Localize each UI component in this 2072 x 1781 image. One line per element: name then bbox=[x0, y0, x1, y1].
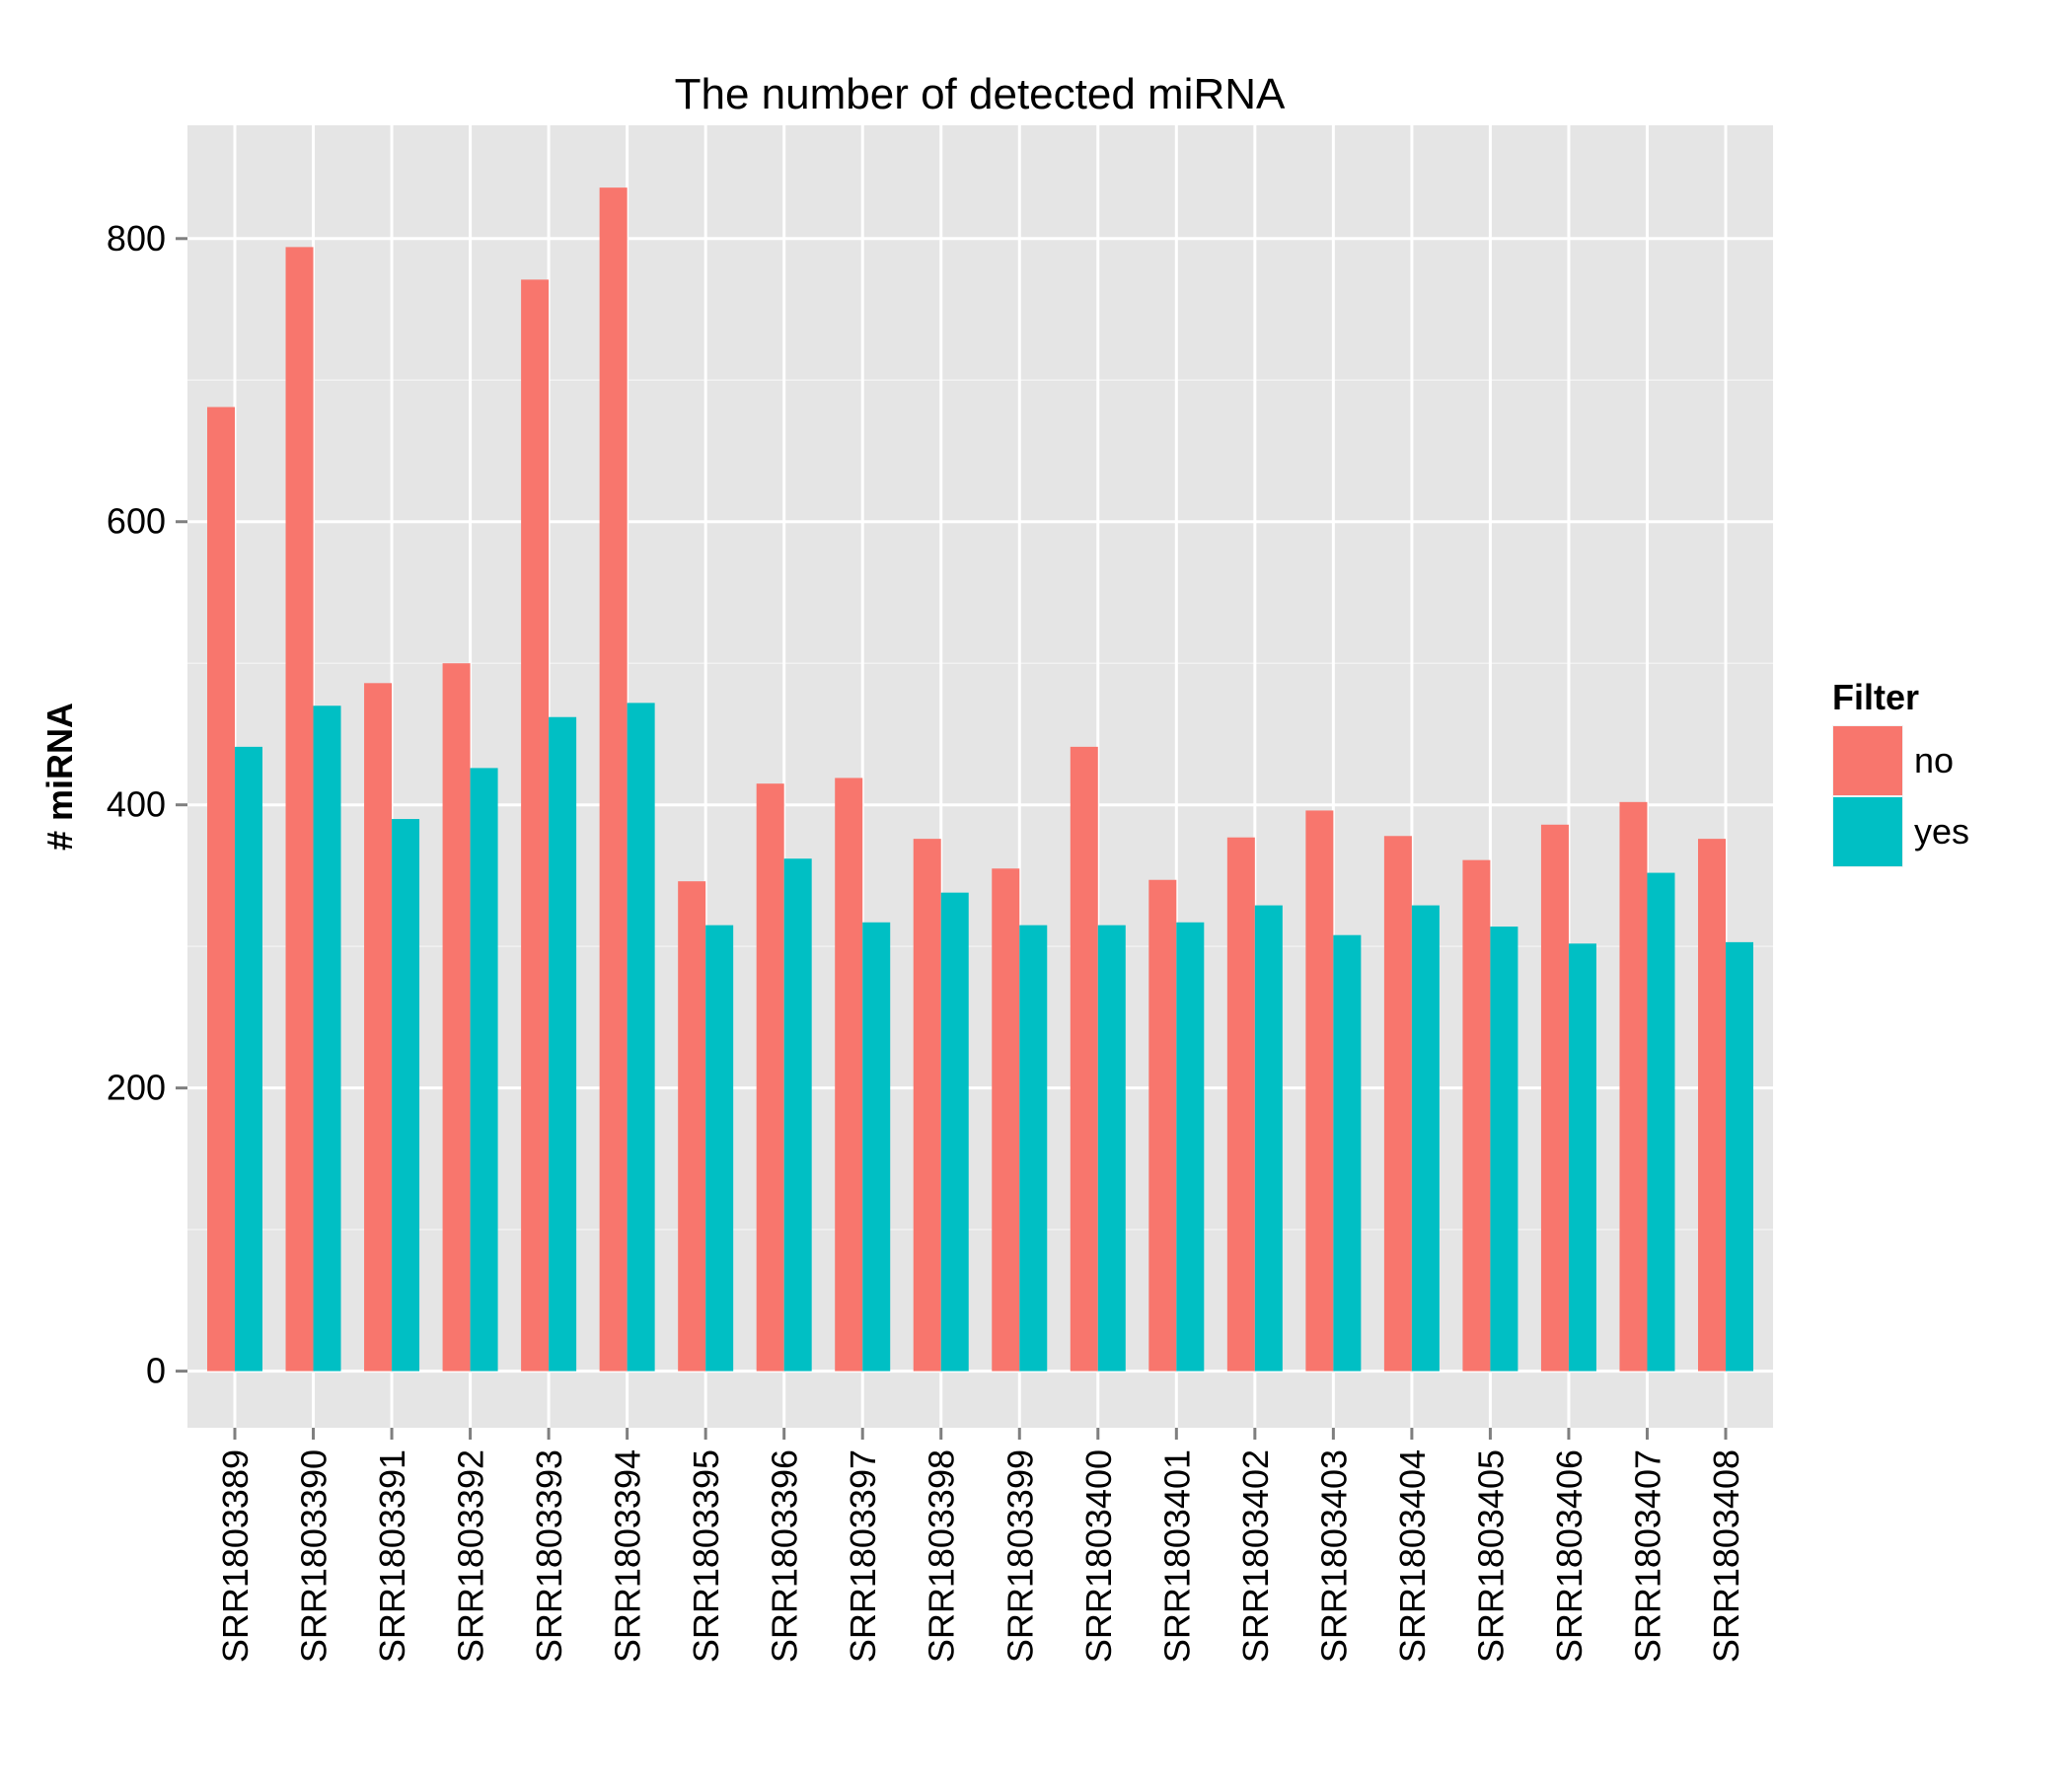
bar-no-SRR1803393 bbox=[521, 279, 550, 1372]
bar-no-SRR1803407 bbox=[1619, 801, 1648, 1372]
bar-yes-SRR1803400 bbox=[1097, 925, 1126, 1372]
bar-no-SRR1803396 bbox=[756, 783, 784, 1372]
x-tick-label: SRR1803400 bbox=[1078, 1449, 1119, 1663]
x-tick-label: SRR1803399 bbox=[999, 1449, 1040, 1663]
x-tick-label: SRR1803396 bbox=[765, 1449, 805, 1663]
chart-title: The number of detected miRNA bbox=[675, 70, 1286, 118]
x-tick-label: SRR1803394 bbox=[608, 1449, 648, 1663]
bar-yes-SRR1803390 bbox=[313, 705, 341, 1372]
bar-no-SRR1803391 bbox=[364, 683, 393, 1372]
bar-no-SRR1803399 bbox=[992, 868, 1020, 1372]
bar-no-SRR1803402 bbox=[1226, 837, 1255, 1372]
x-tick-label: SRR1803395 bbox=[686, 1449, 726, 1663]
bar-no-SRR1803397 bbox=[835, 778, 863, 1372]
x-tick-label: SRR1803406 bbox=[1549, 1449, 1590, 1663]
bar-yes-SRR1803398 bbox=[940, 892, 969, 1372]
legend: Filter no yes bbox=[1832, 677, 1969, 867]
x-tick-label: SRR1803408 bbox=[1706, 1449, 1746, 1663]
plot-panel bbox=[187, 125, 1773, 1428]
bar-yes-SRR1803408 bbox=[1726, 941, 1753, 1372]
bar-yes-SRR1803402 bbox=[1254, 905, 1283, 1372]
x-tick-label: SRR1803403 bbox=[1313, 1449, 1354, 1663]
x-tick-label: SRR1803405 bbox=[1470, 1449, 1511, 1663]
y-tick-label: 0 bbox=[146, 1351, 166, 1391]
bar-yes-SRR1803406 bbox=[1568, 943, 1596, 1372]
legend-label-no: no bbox=[1914, 740, 1954, 780]
bar-no-SRR1803401 bbox=[1148, 879, 1177, 1372]
bar-no-SRR1803392 bbox=[442, 663, 471, 1372]
y-tick-label: 800 bbox=[107, 218, 166, 259]
x-tick-label: SRR1803407 bbox=[1627, 1449, 1667, 1663]
bar-no-SRR1803395 bbox=[678, 881, 706, 1372]
x-tick-label: SRR1803404 bbox=[1392, 1449, 1433, 1663]
y-axis-title: # miRNA bbox=[39, 703, 80, 851]
bar-yes-SRR1803396 bbox=[783, 858, 812, 1372]
bar-yes-SRR1803394 bbox=[627, 703, 655, 1372]
x-tick-label: SRR1803401 bbox=[1156, 1449, 1197, 1663]
x-tick-label: SRR1803392 bbox=[451, 1449, 491, 1663]
bar-yes-SRR1803393 bbox=[549, 716, 577, 1372]
bar-yes-SRR1803404 bbox=[1411, 905, 1440, 1372]
x-tick-label: SRR1803389 bbox=[215, 1449, 256, 1663]
bar-yes-SRR1803401 bbox=[1176, 922, 1205, 1372]
bar-no-SRR1803389 bbox=[207, 407, 235, 1372]
x-axis: SRR1803389 SRR1803390 SRR1803391 SRR1803392… bbox=[215, 1428, 1746, 1663]
bar-yes-SRR1803392 bbox=[470, 768, 498, 1372]
bar-yes-SRR1803395 bbox=[705, 925, 734, 1372]
x-tick-label: SRR1803397 bbox=[843, 1449, 883, 1663]
bar-yes-SRR1803407 bbox=[1647, 872, 1675, 1372]
y-tick-label: 400 bbox=[107, 784, 166, 825]
bar-no-SRR1803394 bbox=[599, 187, 628, 1372]
y-tick-label: 200 bbox=[107, 1068, 166, 1108]
legend-swatch-no bbox=[1833, 726, 1902, 795]
bar-yes-SRR1803391 bbox=[392, 819, 420, 1372]
bar-no-SRR1803390 bbox=[285, 247, 314, 1372]
bar-yes-SRR1803403 bbox=[1333, 934, 1362, 1372]
bar-no-SRR1803405 bbox=[1462, 859, 1491, 1372]
bar-no-SRR1803403 bbox=[1305, 810, 1334, 1372]
bar-yes-SRR1803399 bbox=[1019, 925, 1048, 1372]
y-axis: 0 200 400 600 800 bbox=[107, 218, 187, 1391]
legend-label-yes: yes bbox=[1914, 811, 1969, 852]
bar-yes-SRR1803405 bbox=[1490, 927, 1518, 1372]
x-tick-label: SRR1803398 bbox=[922, 1449, 962, 1663]
x-tick-label: SRR1803393 bbox=[529, 1449, 569, 1663]
bar-no-SRR1803400 bbox=[1070, 746, 1098, 1372]
bar-no-SRR1803406 bbox=[1540, 824, 1569, 1372]
legend-title: Filter bbox=[1832, 677, 1919, 717]
x-tick-label: SRR1803391 bbox=[372, 1449, 412, 1663]
bar-yes-SRR1803389 bbox=[235, 746, 262, 1372]
bar-yes-SRR1803397 bbox=[862, 922, 891, 1372]
bar-no-SRR1803398 bbox=[913, 839, 941, 1372]
y-tick-label: 600 bbox=[107, 501, 166, 542]
x-tick-label: SRR1803402 bbox=[1235, 1449, 1276, 1663]
bar-no-SRR1803404 bbox=[1383, 836, 1412, 1372]
bar-no-SRR1803408 bbox=[1698, 839, 1726, 1372]
bars bbox=[207, 187, 1753, 1372]
x-tick-label: SRR1803390 bbox=[294, 1449, 334, 1663]
legend-swatch-yes bbox=[1833, 797, 1902, 866]
